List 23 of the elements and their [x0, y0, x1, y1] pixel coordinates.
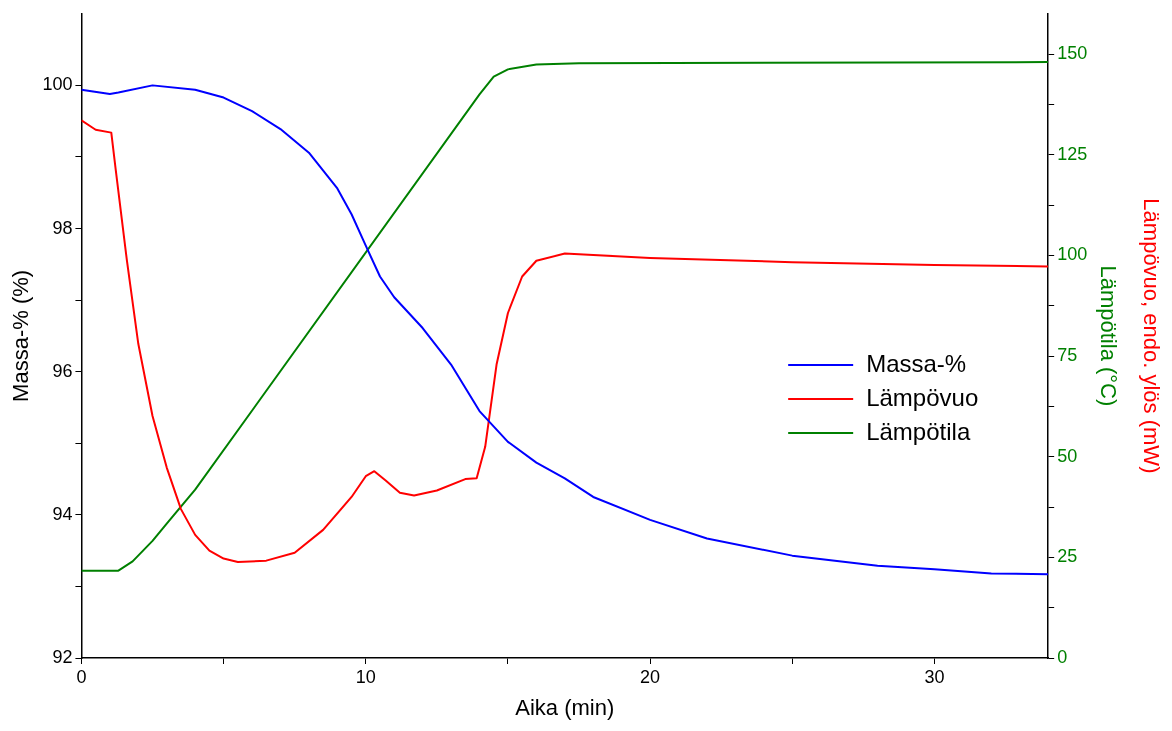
legend-label: Massa-% — [866, 349, 967, 377]
y2-tick-label: 125 — [1057, 143, 1088, 164]
legend-label: Lämpötila — [866, 417, 971, 445]
y-tick-label: 98 — [52, 217, 73, 238]
y2-tick-label: 0 — [1057, 646, 1068, 667]
y2-tick-label: 25 — [1057, 546, 1078, 567]
y2-tick-label: 150 — [1057, 43, 1088, 64]
y2-tick-label: 50 — [1057, 445, 1078, 466]
x-tick-label: 0 — [76, 666, 87, 687]
x-tick-label: 10 — [355, 666, 376, 687]
y-tick-label: 92 — [52, 646, 73, 667]
y-tick-label: 94 — [52, 503, 73, 524]
x-tick-label: 20 — [640, 666, 661, 687]
y3-axis-title: Lämpövuo, endo. ylös (mW) — [1138, 198, 1164, 474]
y2-axis-title: Lämpötila (°C) — [1096, 265, 1122, 407]
y-axis-title: Massa-% (%) — [8, 269, 34, 402]
x-axis-title: Aika (min) — [515, 694, 615, 720]
y-tick-label: 100 — [42, 74, 73, 95]
x-tick-label: 30 — [924, 666, 945, 687]
legend-label: Lämpövuo — [866, 383, 979, 411]
y2-tick-label: 75 — [1057, 345, 1078, 365]
y-tick-label: 96 — [52, 360, 73, 381]
y2-tick-label: 100 — [1057, 244, 1088, 265]
